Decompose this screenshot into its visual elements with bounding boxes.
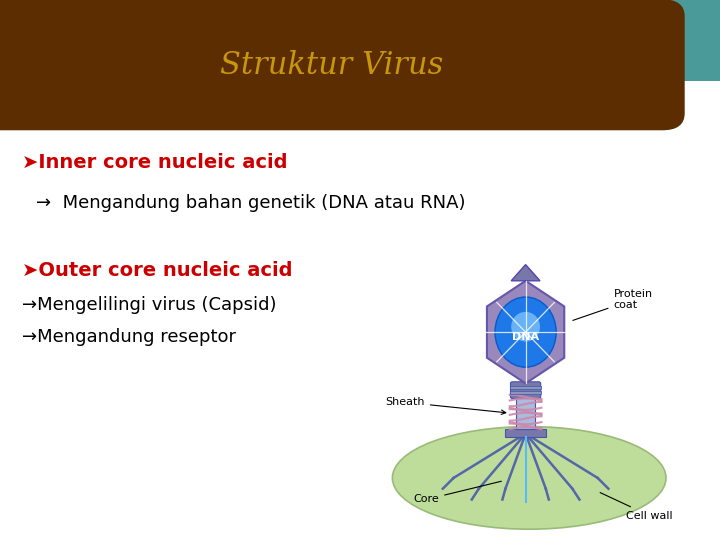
Text: Protein
coat: Protein coat [573,289,652,320]
Bar [510,386,541,389]
Bar [516,397,535,429]
Polygon shape [511,265,540,281]
Ellipse shape [511,312,540,341]
Bar [626,0,720,81]
Ellipse shape [392,427,666,529]
Text: ➤Inner core nucleic acid: ➤Inner core nucleic acid [22,152,287,172]
Text: DNA: DNA [512,333,539,342]
Text: →Mengandung reseptor: →Mengandung reseptor [22,328,235,347]
Bar [505,429,546,437]
Text: →Mengelilingi virus (Capsid): →Mengelilingi virus (Capsid) [22,296,276,314]
FancyBboxPatch shape [0,0,684,130]
Text: ➤Outer core nucleic acid: ➤Outer core nucleic acid [22,260,292,280]
Bar [510,391,541,394]
Text: →  Mengandung bahan genetik (DNA atau RNA): → Mengandung bahan genetik (DNA atau RNA… [36,193,466,212]
Text: Struktur Virus: Struktur Virus [220,50,443,82]
Ellipse shape [495,297,557,367]
Text: Cell wall: Cell wall [600,492,673,521]
Text: Sheath: Sheath [385,397,505,414]
Text: Core: Core [413,481,501,504]
Bar [0,0,720,65]
Polygon shape [487,281,564,383]
FancyBboxPatch shape [510,382,541,399]
